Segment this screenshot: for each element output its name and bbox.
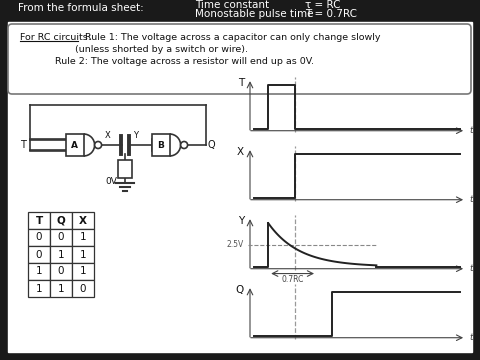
Bar [50,212,72,229]
Text: t: t [469,126,472,135]
Text: Rule 2: The voltage across a resistor will end up as 0V.: Rule 2: The voltage across a resistor wi… [55,57,314,66]
Bar [72,246,94,263]
Text: Q: Q [57,216,65,225]
Bar [66,134,84,156]
Circle shape [180,141,188,148]
Text: 1: 1 [80,233,86,243]
Bar [72,212,94,229]
Text: 0V: 0V [105,177,117,186]
Text: 1: 1 [36,266,42,276]
Text: T: T [36,216,43,225]
Text: 1: 1 [80,249,86,260]
Bar [50,246,72,263]
Text: t: t [469,333,472,342]
Text: 0: 0 [36,233,42,243]
Circle shape [95,141,102,148]
Bar [0,0,8,360]
Text: T: T [20,140,26,150]
Bar [50,263,72,280]
Text: 2.5V: 2.5V [227,240,244,249]
Text: X: X [79,216,87,225]
Text: 0: 0 [36,249,42,260]
Text: B: B [157,140,164,149]
Text: t: t [469,195,472,204]
Text: (unless shorted by a switch or wire).: (unless shorted by a switch or wire). [75,45,248,54]
Text: 0: 0 [58,233,64,243]
Text: 1: 1 [58,284,64,293]
Text: 1: 1 [80,266,86,276]
Bar [28,280,50,297]
Bar [0,352,480,360]
Text: τ = RC: τ = RC [305,0,340,10]
Bar [28,212,50,229]
Text: X: X [237,147,244,157]
Text: Monostable pulse time: Monostable pulse time [195,9,313,19]
FancyBboxPatch shape [8,24,471,94]
Bar [28,263,50,280]
Text: For RC circuits:: For RC circuits: [20,33,91,42]
Text: 1: 1 [36,284,42,293]
Text: 0: 0 [80,284,86,293]
Text: A: A [72,140,78,149]
Text: Y: Y [133,131,138,140]
Text: t: t [469,264,472,273]
Text: 1: 1 [58,249,64,260]
Bar [72,280,94,297]
Bar [28,246,50,263]
Text: 0.7RC: 0.7RC [281,275,304,284]
Bar [50,229,72,246]
Text: T: T [238,78,244,88]
Text: T = 0.7RC: T = 0.7RC [305,9,357,19]
Bar [118,160,132,178]
Text: Rule 1: The voltage across a capacitor can only change slowly: Rule 1: The voltage across a capacitor c… [79,33,381,42]
Bar [0,0,480,22]
Bar [152,134,169,156]
Text: Q: Q [236,285,244,295]
Bar [28,229,50,246]
Bar [50,280,72,297]
Text: 0: 0 [58,266,64,276]
Text: From the formula sheet:: From the formula sheet: [18,3,144,13]
Bar [72,229,94,246]
Text: Time constant: Time constant [195,0,269,10]
Text: X: X [105,131,110,140]
Text: Q: Q [207,140,215,150]
Bar [472,0,480,360]
Bar [72,263,94,280]
Text: Y: Y [238,216,244,226]
